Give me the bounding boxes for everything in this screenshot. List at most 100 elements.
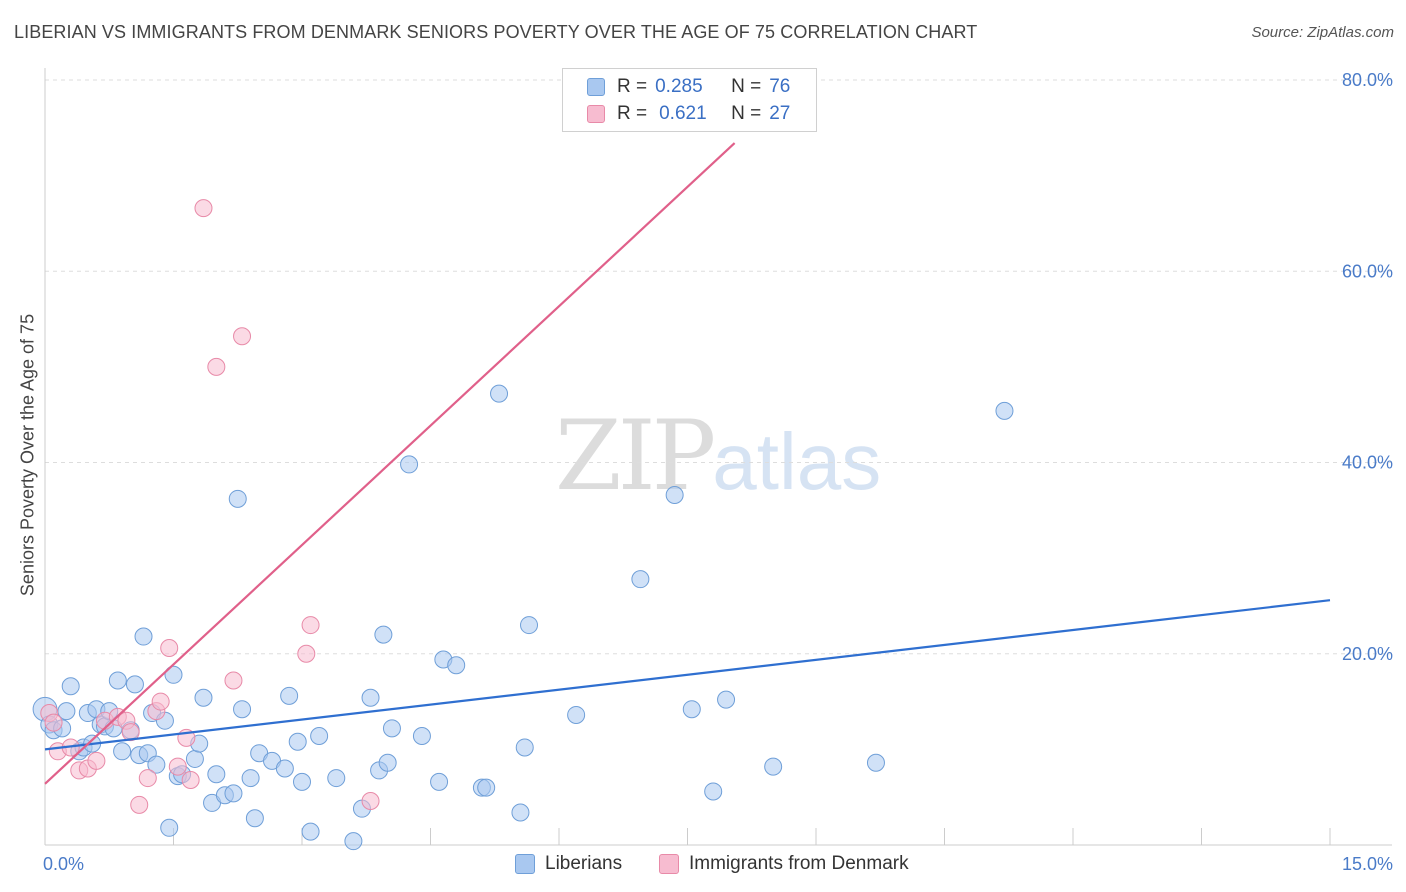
data-point-liberians (147, 755, 166, 774)
data-point-denmark (361, 792, 380, 811)
data-point-liberians (113, 742, 132, 761)
data-point-liberians (382, 719, 401, 738)
data-point-denmark (121, 723, 140, 742)
data-point-liberians (515, 738, 534, 757)
series-liberians (32, 384, 1014, 851)
data-point-liberians (61, 677, 80, 696)
data-point-liberians (682, 700, 701, 719)
data-point-liberians (665, 486, 684, 505)
y-tick-label: 40.0% (1342, 453, 1393, 473)
legend-r-label: R = (617, 76, 648, 97)
data-point-denmark (301, 616, 320, 635)
data-point-liberians (108, 671, 127, 690)
data-point-liberians (374, 625, 393, 644)
data-point-liberians (207, 765, 226, 784)
data-point-denmark (151, 692, 170, 711)
legend-r-value: 0.621 (659, 103, 707, 124)
tick-labels: 20.0% 40.0% 60.0% 80.0% 0.0% 15.0% (43, 70, 1393, 874)
data-point-liberians (378, 753, 397, 772)
data-point-liberians (125, 675, 144, 694)
data-point-liberians (228, 489, 247, 508)
data-point-denmark (297, 644, 316, 663)
data-point-liberians (164, 665, 183, 684)
x-tick-label: 0.0% (43, 854, 84, 874)
data-point-liberians (327, 769, 346, 788)
legend-swatch-pink (587, 105, 605, 123)
bottom-swatch-pink (659, 854, 679, 874)
data-point-liberians (288, 732, 307, 751)
legend-n-label: N = (731, 76, 762, 97)
data-point-liberians (631, 570, 650, 589)
data-point-liberians (490, 384, 509, 403)
data-point-denmark (194, 199, 213, 218)
legend-n-value: 27 (769, 103, 791, 124)
data-point-liberians (241, 769, 260, 788)
data-point-liberians (344, 832, 363, 851)
data-point-liberians (567, 705, 586, 724)
data-point-denmark (87, 751, 106, 770)
data-point-liberians (764, 757, 783, 776)
data-point-denmark (233, 327, 252, 346)
data-point-denmark (181, 770, 200, 789)
data-point-denmark (224, 671, 243, 690)
data-point-liberians (245, 809, 264, 828)
data-point-liberians (717, 690, 736, 709)
chart-title: LIBERIAN VS IMMIGRANTS FROM DENMARK SENI… (14, 22, 978, 42)
data-point-liberians (310, 726, 329, 745)
bottom-legend-label: Immigrants from Denmark (689, 853, 909, 874)
data-point-liberians (477, 778, 496, 797)
data-point-liberians (361, 688, 380, 707)
legend-row-denmark: R = 0.621 N = 27 (587, 102, 790, 126)
source-label: Source: ZipAtlas.com (1251, 24, 1394, 41)
data-point-denmark (138, 769, 157, 788)
data-point-liberians (430, 772, 449, 791)
axes (44, 68, 1392, 846)
data-point-denmark (44, 713, 63, 732)
y-tick-label: 60.0% (1342, 261, 1393, 281)
watermark: ZIPatlas (555, 400, 881, 512)
data-point-liberians (233, 700, 252, 719)
data-point-liberians (301, 822, 320, 841)
data-point-liberians (400, 455, 419, 474)
data-point-liberians (194, 688, 213, 707)
grid-lines (45, 79, 1392, 655)
data-point-liberians (866, 753, 885, 772)
data-point-liberians (160, 818, 179, 837)
legend-n-value: 76 (769, 76, 791, 97)
data-point-liberians (412, 726, 431, 745)
data-point-liberians (134, 627, 153, 646)
bottom-legend-label: Liberians (545, 853, 623, 874)
bottom-legend-liberians: Liberians (515, 852, 622, 876)
trend-lines (44, 142, 1331, 785)
data-point-liberians (511, 803, 530, 822)
data-point-liberians (520, 616, 539, 635)
correlation-legend: R = 0.285 N = 76 R = 0.621 N = 27 (562, 68, 817, 132)
data-point-denmark (160, 639, 179, 658)
y-tick-label: 80.0% (1342, 70, 1393, 90)
data-point-liberians (275, 759, 294, 778)
trend-line-denmark (44, 142, 736, 785)
data-point-liberians (224, 784, 243, 803)
data-point-liberians (704, 782, 723, 801)
bottom-legend-denmark: Immigrants from Denmark (659, 852, 909, 876)
y-tick-label: 20.0% (1342, 644, 1393, 664)
data-point-liberians (293, 772, 311, 791)
data-point-liberians (995, 401, 1014, 420)
legend-n-label: N = (731, 103, 762, 124)
legend-r-value: 0.285 (655, 76, 703, 97)
data-point-denmark (207, 357, 226, 376)
data-point-denmark (168, 757, 187, 776)
watermark-atlas: atlas (712, 417, 882, 506)
data-point-denmark (130, 795, 149, 814)
trend-line-liberians (44, 599, 1331, 751)
data-point-liberians (185, 749, 204, 768)
watermark-zip: ZIP (555, 400, 716, 512)
bottom-swatch-blue (515, 854, 535, 874)
series-immigrants-from-denmark (40, 101, 628, 814)
legend-r-label: R = (617, 103, 648, 124)
x-tick-label: 15.0% (1342, 854, 1393, 874)
legend-row-liberians: R = 0.285 N = 76 (587, 75, 790, 99)
data-point-liberians (447, 656, 466, 675)
legend-swatch-blue (587, 78, 605, 96)
